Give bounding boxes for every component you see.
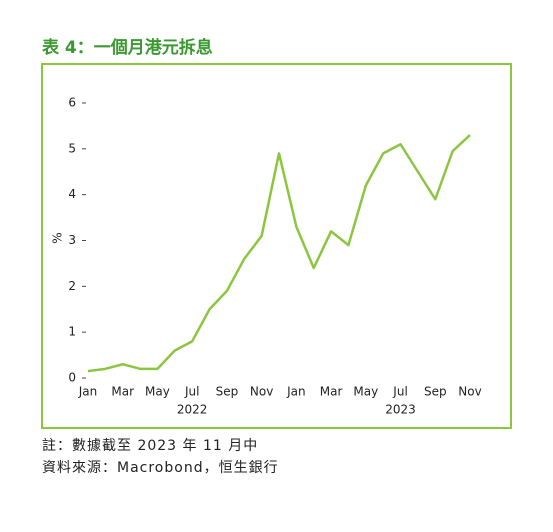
y-tick-label: 0 — [68, 371, 76, 385]
x-tick-label: Mar — [111, 385, 134, 399]
year-label: 2023 — [385, 403, 416, 417]
source-note: 資料來源：Macrobond，恒生銀行 — [42, 460, 279, 476]
y-tick-label: 4 — [68, 187, 76, 201]
x-tick-label: Sep — [424, 385, 447, 399]
x-tick-label: Nov — [250, 385, 273, 399]
y-tick-label: 3 — [68, 233, 76, 247]
x-tick-label: Jan — [78, 385, 98, 399]
y-axis-label: % — [51, 232, 65, 243]
y-tick-label: 2 — [68, 279, 76, 293]
data-line — [87, 134, 471, 373]
x-tick-label: Mar — [320, 385, 343, 399]
year-label: 2022 — [177, 403, 208, 417]
chart-title: 表 4：一個月港元拆息 — [42, 37, 213, 58]
y-tick-label: 1 — [68, 325, 76, 339]
y-tick-label: 6 — [68, 96, 76, 110]
chart-frame — [41, 63, 512, 429]
x-tick-label: Sep — [216, 385, 239, 399]
x-tick-label: Jul — [392, 385, 407, 399]
footnote: 註：數據截至 2023 年 11 月中 — [42, 438, 258, 454]
x-tick-label: Jul — [184, 385, 199, 399]
x-tick-label: May — [353, 385, 378, 399]
x-tick-label: May — [145, 385, 170, 399]
y-tick-label: 5 — [68, 141, 76, 155]
x-tick-label: Jan — [286, 385, 306, 399]
x-tick-label: Nov — [458, 385, 481, 399]
